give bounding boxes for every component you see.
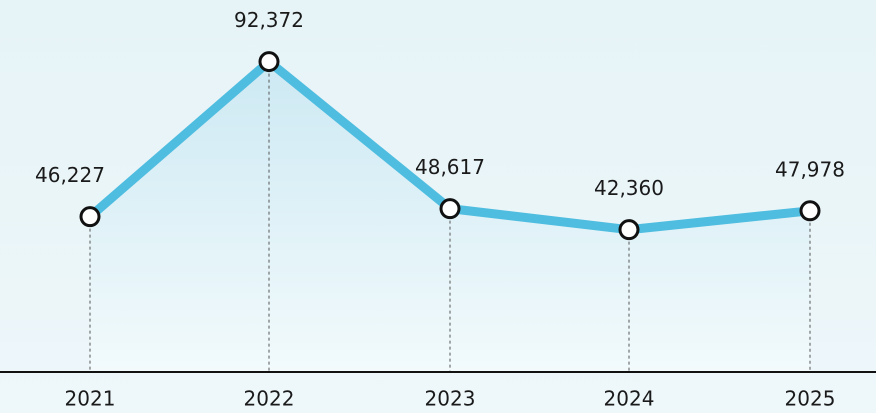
data-label: 47,978: [775, 157, 845, 181]
data-label: 92,372: [234, 8, 304, 32]
data-label: 48,617: [415, 155, 485, 179]
data-point: [439, 198, 461, 220]
x-tick-label: 2025: [785, 387, 836, 411]
data-label: 42,360: [594, 176, 664, 200]
x-tick-label: 2023: [425, 387, 476, 411]
x-tick-label: 2021: [65, 387, 116, 411]
data-point: [799, 200, 821, 222]
data-point: [618, 219, 640, 241]
data-label: 46,227: [35, 163, 105, 187]
x-tick-label: 2024: [604, 387, 655, 411]
data-point: [79, 206, 101, 228]
data-point: [258, 51, 280, 73]
x-tick-label: 2022: [244, 387, 295, 411]
